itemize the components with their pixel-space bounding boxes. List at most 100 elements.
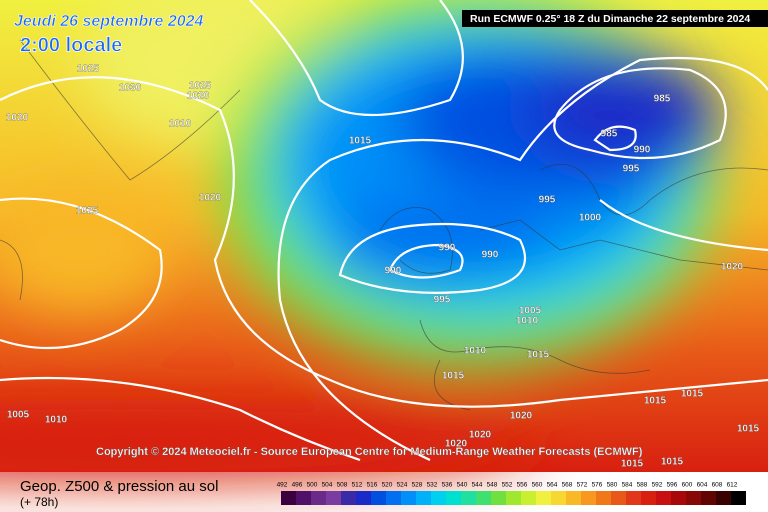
scale-label: 552 (502, 482, 513, 489)
scale-label: 544 (472, 482, 483, 489)
z500-field (0, 0, 720, 480)
footer-lead: (+ 78h) (20, 495, 58, 509)
scale-label: 584 (622, 482, 633, 489)
isobars (0, 0, 768, 460)
scale-swatch (686, 491, 701, 505)
scale-label: 500 (307, 482, 318, 489)
scale-label: 604 (697, 482, 708, 489)
isobar-label: 1005 (7, 410, 30, 421)
scale-label: 524 (397, 482, 408, 489)
isobar-label: 1025 (189, 81, 212, 92)
scale-swatch (386, 491, 401, 505)
scale-swatch (536, 491, 551, 505)
isobar-label: 1020 (445, 439, 468, 450)
scale-swatch (506, 491, 521, 505)
scale-swatch (716, 491, 731, 505)
scale-label: 528 (412, 482, 423, 489)
isobar-label: 990 (385, 266, 402, 277)
scale-swatch (656, 491, 671, 505)
color-scale: 492 496 500 504 508 512 516 520 524 528 532 536 540 5… (277, 482, 746, 505)
isobar-label: 1005 (519, 306, 542, 317)
scale-swatch (446, 491, 461, 505)
isobar-label: 1020 (721, 262, 744, 273)
isobar-label: 990 (439, 243, 456, 254)
scale-label: 608 (712, 482, 723, 489)
isobar-label: 1010 (169, 119, 192, 130)
scale-label: 580 (607, 482, 618, 489)
scale-swatch (476, 491, 491, 505)
scale-swatch (281, 491, 296, 505)
scale-swatch (641, 491, 656, 505)
isobar-label: 1020 (510, 411, 533, 422)
scale-label: 532 (427, 482, 438, 489)
isobar-label: 1010 (464, 346, 487, 357)
isobar-label: 1015 (527, 350, 550, 361)
isobar-label: 1015 (442, 371, 465, 382)
isobar-label: 1020 (6, 113, 29, 124)
scale-label: 504 (322, 482, 333, 489)
scale-swatch (581, 491, 596, 505)
scale-swatch (296, 491, 311, 505)
isobar-label: 1030 (119, 83, 142, 94)
scale-label: 492 (277, 482, 288, 489)
scale-label: 576 (592, 482, 603, 489)
forecast-time: 2:00 locale (20, 34, 122, 56)
run-box (462, 10, 768, 27)
scale-label: 508 (337, 482, 348, 489)
scale-label: 612 (727, 482, 738, 489)
copyright: Copyright © 2024 Meteociel.fr - Source E… (96, 446, 643, 458)
scale-label: 572 (577, 482, 588, 489)
isobar-label: 1015 (737, 424, 760, 435)
isobar-label: 1020 (469, 430, 492, 441)
isobar-label: 1010 (45, 415, 68, 426)
isobar-label: 995 (539, 195, 556, 206)
coastline (0, 39, 768, 411)
scale-swatch (596, 491, 611, 505)
isobar-label: 1020 (187, 91, 210, 102)
scale-swatch (461, 491, 476, 505)
isobar-label: 990 (482, 250, 499, 261)
isobar-label: 985 (654, 94, 671, 105)
scale-swatch (416, 491, 431, 505)
run-info: Run ECMWF 0.25° 18 Z du Dimanche 22 sept… (470, 13, 750, 25)
scale-swatch (626, 491, 641, 505)
scale-swatch (401, 491, 416, 505)
scale-swatch (341, 491, 356, 505)
scale-swatch (521, 491, 536, 505)
scale-swatch (701, 491, 716, 505)
forecast-date: Jeudi 26 septembre 2024 (14, 13, 204, 30)
scale-swatch (731, 491, 746, 505)
scale-label: 540 (457, 482, 468, 489)
footer-title: Geop. Z500 & pression au sol (20, 478, 218, 495)
isobar-label: 1015 (349, 136, 372, 147)
isobar-label: 1020 (199, 193, 222, 204)
scale-label: 600 (682, 482, 693, 489)
scale-label: 564 (547, 482, 558, 489)
scale-label: 520 (382, 482, 393, 489)
scale-swatch (356, 491, 371, 505)
scale-swatch (611, 491, 626, 505)
scale-swatch (671, 491, 686, 505)
scale-swatch (551, 491, 566, 505)
scale-swatch (566, 491, 581, 505)
isobar-label: 1015 (661, 457, 684, 468)
scale-label: 516 (367, 482, 378, 489)
scale-swatch (431, 491, 446, 505)
scale-label: 568 (562, 482, 573, 489)
scale-label: 596 (667, 482, 678, 489)
isobar-label: 1025 (76, 206, 99, 217)
isobar-label: 1015 (644, 396, 667, 407)
scale-label: 556 (517, 482, 528, 489)
isobar-label: 985 (601, 129, 618, 140)
scale-label: 536 (442, 482, 453, 489)
scale-swatch (311, 491, 326, 505)
isobar-label: 1010 (516, 316, 539, 327)
isobar-label: 1015 (681, 389, 704, 400)
scale-label: 512 (352, 482, 363, 489)
isobar-label: 995 (623, 164, 640, 175)
scale-label: 548 (487, 482, 498, 489)
scale-label: 560 (532, 482, 543, 489)
scale-label: 496 (292, 482, 303, 489)
